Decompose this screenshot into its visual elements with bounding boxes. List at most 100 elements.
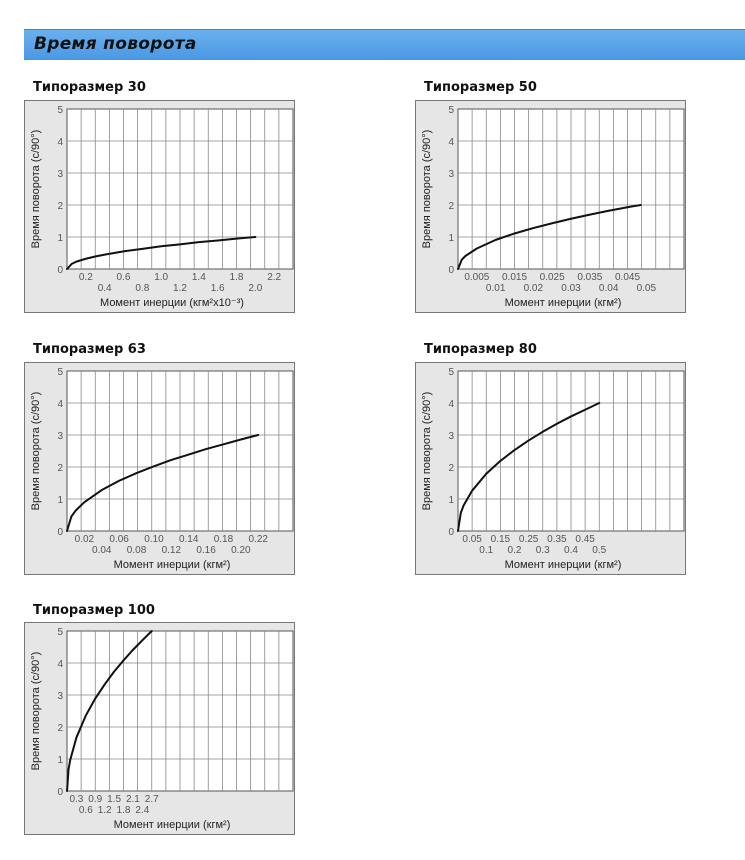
y-tick-label: 1	[448, 495, 454, 506]
y-tick-label: 1	[57, 755, 63, 766]
y-tick-label: 0	[57, 527, 63, 538]
x-tick-label: 0.16	[196, 545, 216, 556]
y-tick-label: 4	[57, 399, 63, 410]
x-tick-label: 1.6	[211, 283, 225, 294]
chart-title: Типоразмер 80	[424, 342, 537, 357]
y-tick-label: 1	[57, 233, 63, 244]
y-tick-label: 1	[57, 495, 63, 506]
x-tick-label: 0.9	[88, 794, 102, 805]
y-tick-label: 3	[448, 431, 454, 442]
y-tick-label: 5	[57, 367, 63, 378]
y-tick-label: 3	[57, 691, 63, 702]
y-tick-label: 4	[448, 137, 454, 148]
y-tick-label: 5	[448, 105, 454, 116]
x-tick-label: 0.15	[491, 534, 511, 545]
x-tick-label: 2.1	[126, 794, 140, 805]
x-tick-label: 0.4	[98, 283, 112, 294]
x-tick-label: 0.05	[637, 283, 657, 294]
y-tick-label: 5	[57, 105, 63, 116]
y-tick-label: 4	[57, 659, 63, 670]
x-tick-label: 1.4	[192, 272, 206, 283]
x-axis-label: Момент инерции (кгм²)	[505, 559, 622, 571]
y-tick-label: 2	[57, 463, 63, 474]
x-tick-label: 0.08	[127, 545, 147, 556]
series-line	[457, 204, 642, 270]
y-axis-label: Время поворота (с/90°)	[30, 392, 42, 511]
y-axis-label: Время поворота (с/90°)	[30, 130, 42, 249]
chart-size-30: 0 1 2 3 4 5 0.2 0.6 1.0 1.4 1.8 2.2 0.4 0.8 1.2 1.6 2.0 М…	[24, 100, 295, 313]
chart-size-100: 0 1 2 3 4 5 0.3 0.9 1.5 2.1 2.7 0.6 1.2 1.8 2.4 Момент …	[24, 622, 295, 835]
chart-title: Типоразмер 50	[424, 80, 537, 95]
y-tick-label: 2	[57, 201, 63, 212]
x-tick-label: 0.35	[547, 534, 567, 545]
x-tick-label: 0.14	[179, 534, 199, 545]
series-line	[66, 630, 153, 792]
x-axis-label: Момент инерции (кгм²)	[114, 819, 231, 831]
x-tick-label: 0.3	[69, 794, 83, 805]
x-tick-label: 0.035	[577, 272, 602, 283]
x-tick-label: 2.2	[267, 272, 281, 283]
x-tick-label: 0.04	[599, 283, 619, 294]
x-tick-label: 1.2	[98, 805, 112, 816]
chart-svg: 0 1 2 3 4 5 0.02 0.06 0.10 0.14 0.18 0.22 0.04 0.08 0.…	[30, 367, 294, 571]
x-tick-label: 0.03	[561, 283, 581, 294]
x-tick-label: 1.5	[107, 794, 121, 805]
x-tick-label: 0.025	[540, 272, 565, 283]
x-tick-label: 0.5	[592, 545, 606, 556]
x-tick-label: 0.005	[464, 272, 489, 283]
y-axis-label: Время поворота (с/90°)	[421, 392, 433, 511]
x-tick-label: 0.20	[231, 545, 251, 556]
x-tick-label: 0.22	[248, 534, 268, 545]
y-tick-label: 2	[448, 463, 454, 474]
x-tick-label: 1.8	[117, 805, 131, 816]
y-axis-label: Время поворота (с/90°)	[421, 130, 433, 249]
y-tick-label: 5	[448, 367, 454, 378]
y-tick-label: 2	[448, 201, 454, 212]
y-tick-label: 0	[448, 265, 454, 276]
y-tick-label: 4	[448, 399, 454, 410]
chart-svg: 0 1 2 3 4 5 0.005 0.015 0.025 0.035 0.045 0.01 0.02 0…	[421, 105, 685, 309]
series-line	[457, 402, 601, 532]
chart-svg: 0 1 2 3 4 5 0.05 0.15 0.25 0.35 0.45 0.1 0.2 0.3 0.4 0.…	[421, 367, 685, 571]
x-tick-label: 0.10	[144, 534, 164, 545]
x-tick-label: 0.01	[486, 283, 506, 294]
chart-size-80: 0 1 2 3 4 5 0.05 0.15 0.25 0.35 0.45 0.1 0.2 0.3 0.4 0.…	[415, 362, 686, 575]
y-tick-label: 1	[448, 233, 454, 244]
x-tick-label: 0.8	[135, 283, 149, 294]
chart-title: Типоразмер 30	[33, 80, 146, 95]
x-tick-label: 0.4	[564, 545, 578, 556]
x-tick-label: 0.18	[214, 534, 234, 545]
chart-size-50: 0 1 2 3 4 5 0.005 0.015 0.025 0.035 0.045 0.01 0.02 0…	[415, 100, 686, 313]
x-tick-label: 0.6	[79, 805, 93, 816]
chart-title: Типоразмер 100	[33, 603, 155, 618]
x-tick-label: 2.4	[135, 805, 149, 816]
x-tick-label: 0.1	[479, 545, 493, 556]
chart-svg: 0 1 2 3 4 5 0.3 0.9 1.5 2.1 2.7 0.6 1.2 1.8 2.4 Момент …	[30, 627, 294, 831]
chart-title: Типоразмер 63	[33, 342, 146, 357]
chart-svg: 0 1 2 3 4 5 0.2 0.6 1.0 1.4 1.8 2.2 0.4 0.8 1.2 1.6 2.0 М…	[30, 105, 294, 309]
x-tick-label: 2.0	[248, 283, 262, 294]
x-tick-label: 1.2	[173, 283, 187, 294]
x-tick-label: 0.045	[615, 272, 640, 283]
x-tick-label: 0.06	[109, 534, 129, 545]
y-tick-label: 4	[57, 137, 63, 148]
y-tick-label: 0	[57, 265, 63, 276]
x-axis-label: Момент инерции (кгм²)	[505, 297, 622, 309]
x-tick-label: 0.2	[508, 545, 522, 556]
x-tick-label: 0.2	[79, 272, 93, 283]
x-tick-label: 0.05	[462, 534, 482, 545]
y-tick-label: 0	[57, 787, 63, 798]
section-banner: Время поворота	[24, 29, 745, 60]
y-tick-label: 0	[448, 527, 454, 538]
series-line	[66, 434, 260, 532]
x-axis-label: Момент инерции (кгм²x10⁻³)	[100, 297, 244, 309]
x-tick-label: 2.7	[145, 794, 159, 805]
x-tick-label: 0.04	[92, 545, 112, 556]
x-axis-label: Момент инерции (кгм²)	[114, 559, 231, 571]
y-tick-label: 3	[448, 169, 454, 180]
x-tick-label: 0.6	[117, 272, 131, 283]
y-tick-label: 5	[57, 627, 63, 638]
y-axis-label: Время поворота (с/90°)	[30, 652, 42, 771]
section-title: Время поворота	[34, 34, 197, 54]
x-tick-label: 0.015	[502, 272, 527, 283]
